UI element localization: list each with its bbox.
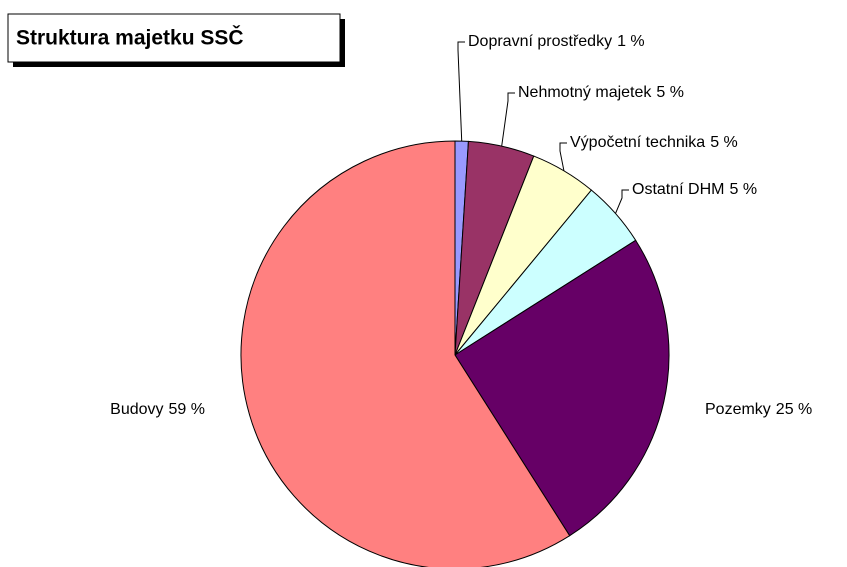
category-name: Výpočetní technika bbox=[570, 134, 705, 151]
pie-slice bbox=[240, 140, 571, 567]
slice-label: Pozemky 25 % bbox=[705, 401, 812, 418]
leader-line bbox=[559, 142, 567, 171]
category-name: Pozemky bbox=[705, 401, 771, 418]
category-name: Nehmotný majetek bbox=[518, 84, 652, 101]
value-label: 5 % bbox=[729, 181, 757, 198]
title-box bbox=[7, 13, 341, 63]
slice-label: Budovy 59 % bbox=[110, 401, 205, 418]
slice-label: Nehmotný majetek 5 % bbox=[518, 84, 684, 101]
slice-label: Výpočetní technika 5 % bbox=[570, 134, 738, 151]
value-label: 59 % bbox=[169, 401, 205, 418]
value-label: 5 % bbox=[710, 134, 738, 151]
pie-slice bbox=[454, 239, 670, 537]
leader-line bbox=[457, 41, 465, 142]
value-label: 25 % bbox=[776, 401, 812, 418]
value-label: 1 % bbox=[617, 33, 645, 50]
category-name: Budovy bbox=[110, 401, 163, 418]
category-name: Dopravní prostředky bbox=[468, 33, 612, 50]
leader-line bbox=[615, 189, 629, 214]
category-name: Ostatní DHM bbox=[632, 181, 724, 198]
chart-title: Struktura majetku SSČ bbox=[16, 26, 244, 50]
value-label: 5 % bbox=[656, 84, 684, 101]
leader-line bbox=[501, 92, 515, 147]
slice-label: Ostatní DHM 5 % bbox=[632, 181, 757, 198]
slice-label: Dopravní prostředky 1 % bbox=[468, 33, 645, 50]
